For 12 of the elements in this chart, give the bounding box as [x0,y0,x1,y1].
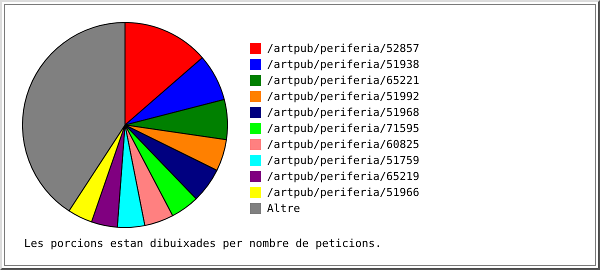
legend-label: /artpub/periferia/51938 [267,58,420,70]
legend-label: /artpub/periferia/65219 [267,170,420,182]
text: Les porcions estan dibuixades per nombre de peticions. [24,237,382,250]
legend-label: /artpub/periferia/51992 [267,90,420,102]
legend-label: Altre [267,202,300,214]
legend-label: /artpub/periferia/65221 [267,74,420,86]
legend-label: /artpub/periferia/51759 [267,154,420,166]
legend-label: /artpub/periferia/51968 [267,106,420,118]
legend-label: /artpub/periferia/52857 [267,42,420,54]
legend-label: /artpub/periferia/60825 [267,138,420,150]
legend-label: /artpub/periferia/51966 [267,186,420,198]
legend-label: /artpub/periferia/71595 [267,122,420,134]
